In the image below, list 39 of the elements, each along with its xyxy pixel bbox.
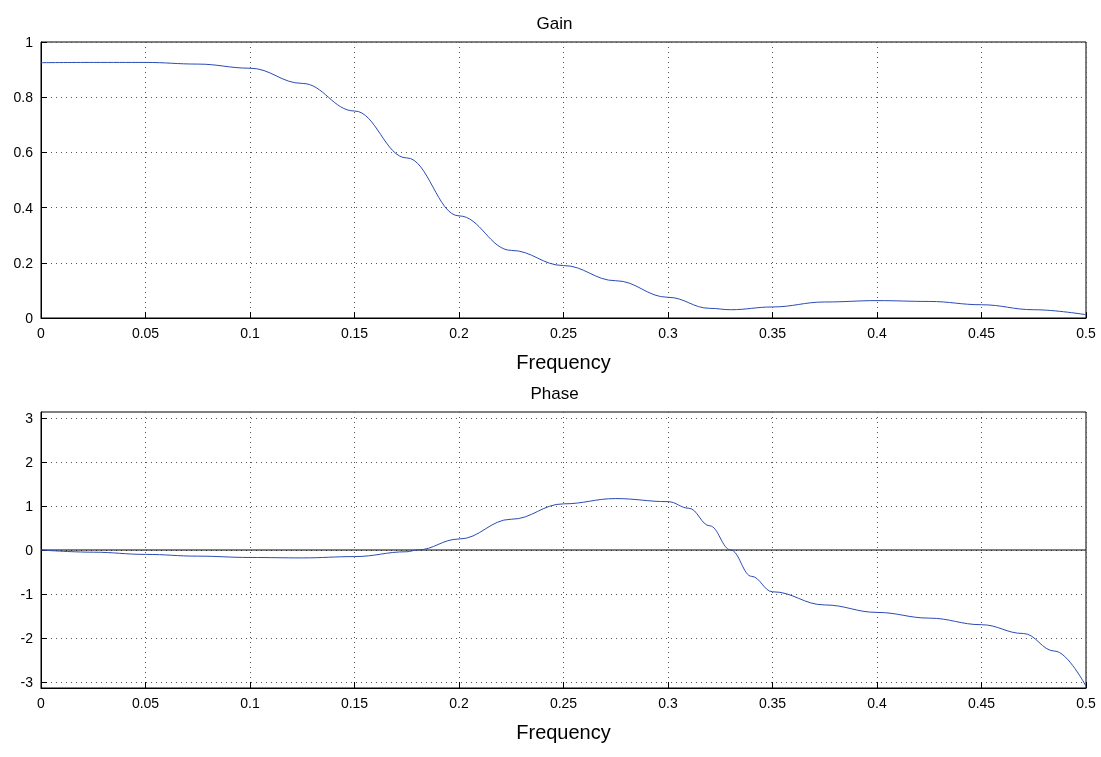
x-tick-label: 0.15 xyxy=(340,695,369,711)
y-tick-label: 1 xyxy=(25,34,34,50)
x-tick-label: 0.5 xyxy=(1076,695,1096,711)
y-tick-label: -1 xyxy=(20,585,34,602)
chart-title: Gain xyxy=(536,14,573,33)
x-tick-label: 0.1 xyxy=(240,325,260,341)
x-tick-label: 0.2 xyxy=(449,325,469,341)
y-tick-label: 0.8 xyxy=(13,89,34,106)
x-tick-label: 0.45 xyxy=(967,695,996,711)
x-tick-label: 0.4 xyxy=(867,695,887,711)
y-tick-label: 1 xyxy=(25,498,34,515)
x-tick-label: 0.3 xyxy=(658,695,678,711)
y-tick-label: -2 xyxy=(20,629,34,646)
x-tick-label: 0.2 xyxy=(449,695,469,711)
x-tick-label: 0.5 xyxy=(1076,325,1096,341)
x-axis-title: Frequency xyxy=(516,721,611,743)
y-tick-label: 0.4 xyxy=(13,199,34,216)
x-tick-label: 0.05 xyxy=(131,325,160,341)
x-tick-label: 0 xyxy=(37,325,46,341)
y-tick-label: 2 xyxy=(25,454,34,471)
x-tick-label: 0.3 xyxy=(658,325,678,341)
x-tick-label: 0.25 xyxy=(549,325,578,341)
y-tick-label: 0.6 xyxy=(13,144,34,161)
chart-title: Phase xyxy=(530,384,579,403)
y-tick-label: 0 xyxy=(25,542,34,558)
x-tick-label: 0.1 xyxy=(240,695,260,711)
y-tick-label: 0 xyxy=(25,310,34,326)
y-tick-label: -3 xyxy=(20,673,34,690)
x-tick-label: 0 xyxy=(37,695,46,711)
x-tick-label: 0.05 xyxy=(131,695,160,711)
x-tick-label: 0.15 xyxy=(340,325,369,341)
y-tick-label: 0.2 xyxy=(13,254,34,271)
x-tick-label: 0.35 xyxy=(758,325,787,341)
x-tick-label: 0.45 xyxy=(967,325,996,341)
x-tick-label: 0.25 xyxy=(549,695,578,711)
x-tick-label: 0.35 xyxy=(758,695,787,711)
x-axis-title: Frequency xyxy=(516,351,611,373)
x-tick-label: 0.4 xyxy=(867,325,887,341)
y-tick-label: 3 xyxy=(25,410,34,427)
